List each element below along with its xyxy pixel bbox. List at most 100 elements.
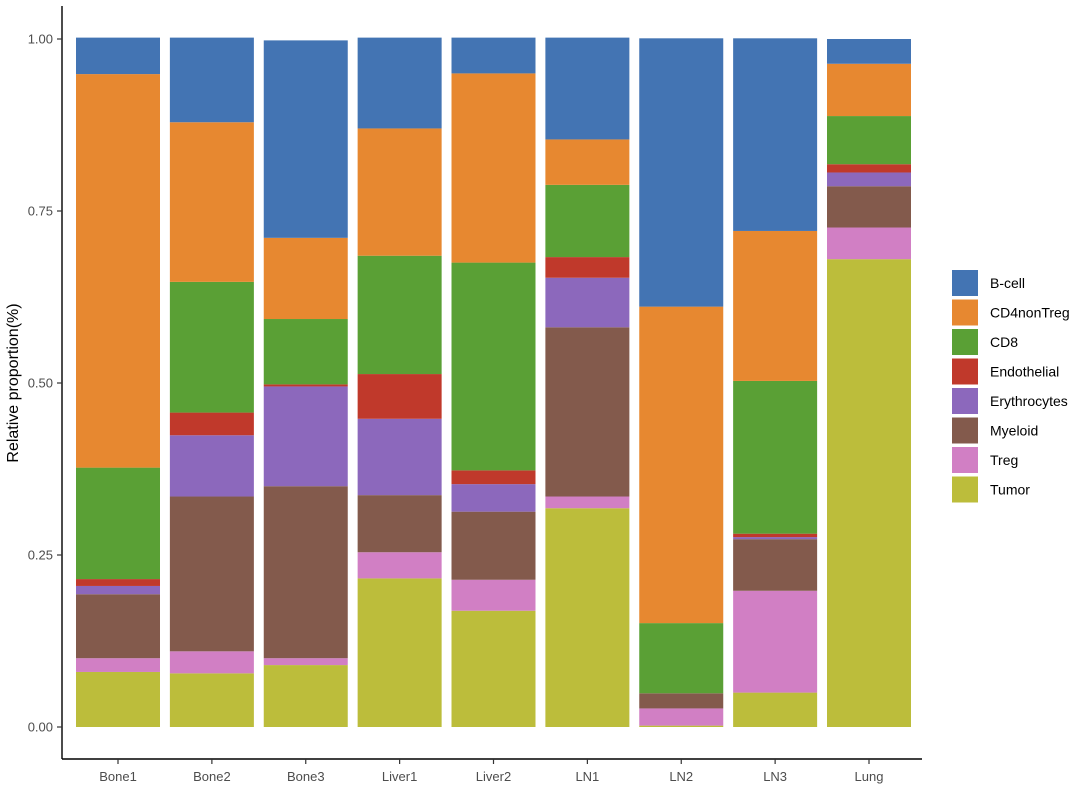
bar-segment-ln1-treg — [545, 496, 630, 509]
bar-segment-liver1-tumor — [357, 578, 442, 727]
bar-segment-bone3-b-cell — [263, 40, 348, 238]
bar-segment-bone2-myeloid — [169, 496, 254, 652]
bar-segment-liver1-cd4nontreg — [357, 128, 442, 256]
series-treg — [76, 227, 911, 726]
bar-segment-ln1-endothelial — [545, 257, 630, 278]
bar-segment-bone1-cd8 — [76, 467, 160, 580]
bar-segment-lung-b-cell — [827, 39, 911, 64]
bar-segment-ln2-tumor — [639, 725, 724, 727]
bar-segment-liver2-endothelial — [451, 470, 536, 485]
x-tick-label-lung: Lung — [855, 769, 884, 784]
bar-segment-liver2-tumor — [451, 610, 536, 727]
legend-swatch-treg — [952, 447, 978, 473]
bar-segment-liver1-treg — [357, 552, 442, 579]
bar-segment-ln2-treg — [639, 708, 724, 726]
legend-swatch-myeloid — [952, 417, 978, 444]
bar-segment-liver1-myeloid — [357, 495, 442, 553]
bar-segment-bone2-treg — [169, 651, 254, 674]
bar-segment-ln2-cd8 — [639, 623, 724, 694]
x-tick-label-bone3: Bone3 — [287, 769, 325, 784]
bar-segment-lung-myeloid — [827, 186, 911, 228]
bar-segment-bone1-tumor — [76, 671, 160, 727]
x-tick-label-ln2: LN2 — [669, 769, 693, 784]
series-endothelial — [76, 164, 911, 586]
series-erythrocytes — [76, 172, 911, 595]
bar-segment-liver1-b-cell — [357, 37, 442, 129]
legend-label-cd8: CD8 — [990, 334, 1018, 350]
bar-segment-bone3-tumor — [263, 665, 348, 727]
legend-label-b-cell: B-cell — [990, 275, 1025, 291]
x-tick-label-liver2: Liver2 — [476, 769, 511, 784]
legend-swatch-b-cell — [952, 270, 978, 296]
bar-segment-lung-erythrocytes — [827, 172, 911, 187]
bar-segment-ln1-myeloid — [545, 327, 630, 497]
legend: B-cell CD4nonTreg CD8 Endothelial Erythrocyt… — [952, 270, 1070, 503]
bar-segment-liver1-endothelial — [357, 374, 442, 419]
bar-segment-bone2-endothelial — [169, 412, 254, 436]
legend-label-endothelial: Endothelial — [990, 364, 1059, 380]
bars-layer — [76, 37, 911, 727]
y-tick-label: 1.00 — [28, 32, 53, 47]
bar-segment-bone2-cd8 — [169, 281, 254, 413]
legend-label-treg: Treg — [990, 452, 1018, 468]
bar-segment-ln3-treg — [733, 590, 818, 693]
bar-segment-bone2-erythrocytes — [169, 435, 254, 497]
bar-segment-bone1-cd4nontreg — [76, 74, 160, 468]
bar-segment-ln2-cd4nontreg — [639, 306, 724, 624]
x-tick-label-bone1: Bone1 — [99, 769, 137, 784]
bar-segment-ln1-erythrocytes — [545, 277, 630, 328]
bar-segment-ln1-b-cell — [545, 37, 630, 140]
bar-segment-lung-tumor — [827, 259, 911, 727]
bar-segment-liver1-cd8 — [357, 255, 442, 375]
bar-segment-bone3-endothelial — [263, 384, 348, 387]
bar-segment-ln2-myeloid — [639, 693, 724, 709]
legend-label-tumor: Tumor — [990, 482, 1030, 498]
y-ticks: 0.00 0.25 0.50 0.75 1.00 — [28, 32, 62, 735]
legend-swatch-erythrocytes — [952, 388, 978, 414]
bar-segment-liver2-cd8 — [451, 262, 536, 471]
x-tick-label-ln1: LN1 — [575, 769, 599, 784]
legend-swatch-tumor — [952, 476, 978, 503]
series-b-cell — [76, 37, 911, 307]
bar-segment-ln3-cd8 — [733, 380, 818, 534]
bar-segment-liver1-erythrocytes — [357, 418, 442, 496]
bar-segment-bone1-endothelial — [76, 579, 160, 586]
bar-segment-ln1-cd4nontreg — [545, 139, 630, 185]
bar-segment-lung-cd8 — [827, 116, 911, 165]
bar-segment-ln3-b-cell — [733, 38, 818, 231]
bar-segment-ln3-myeloid — [733, 539, 818, 591]
bar-segment-ln1-cd8 — [545, 184, 630, 258]
x-tick-label-bone2: Bone2 — [193, 769, 231, 784]
legend-swatch-endothelial — [952, 358, 978, 385]
y-tick-label: 0.25 — [28, 548, 53, 563]
series-cd8 — [76, 116, 911, 694]
legend-swatch-cd8 — [952, 329, 978, 355]
bar-segment-lung-endothelial — [827, 164, 911, 173]
bar-segment-bone3-erythrocytes — [263, 386, 348, 487]
bar-segment-bone1-b-cell — [76, 37, 160, 75]
series-myeloid — [76, 186, 911, 709]
x-tick-label-ln3: LN3 — [763, 769, 787, 784]
bar-segment-liver2-myeloid — [451, 511, 536, 580]
bar-segment-bone3-cd4nontreg — [263, 237, 348, 320]
bar-segment-bone1-myeloid — [76, 594, 160, 659]
bar-segment-bone3-myeloid — [263, 486, 348, 659]
bar-segment-bone3-treg — [263, 658, 348, 666]
bar-segment-bone2-tumor — [169, 673, 254, 727]
y-tick-label: 0.75 — [28, 204, 53, 219]
legend-label-cd4nontreg: CD4nonTreg — [990, 305, 1070, 321]
bar-segment-bone2-cd4nontreg — [169, 122, 254, 282]
bar-segment-ln2-b-cell — [639, 38, 724, 307]
bar-segment-liver2-erythrocytes — [451, 484, 536, 512]
y-tick-label: 0.00 — [28, 720, 53, 735]
bar-segment-ln3-tumor — [733, 692, 818, 727]
bar-segment-bone2-b-cell — [169, 37, 254, 123]
legend-label-myeloid: Myeloid — [990, 423, 1038, 439]
bar-segment-liver2-b-cell — [451, 37, 536, 74]
bar-segment-liver2-cd4nontreg — [451, 73, 536, 263]
bar-segment-ln3-endothelial — [733, 533, 818, 538]
bar-segment-liver2-treg — [451, 579, 536, 611]
bar-segment-ln3-cd4nontreg — [733, 230, 818, 381]
